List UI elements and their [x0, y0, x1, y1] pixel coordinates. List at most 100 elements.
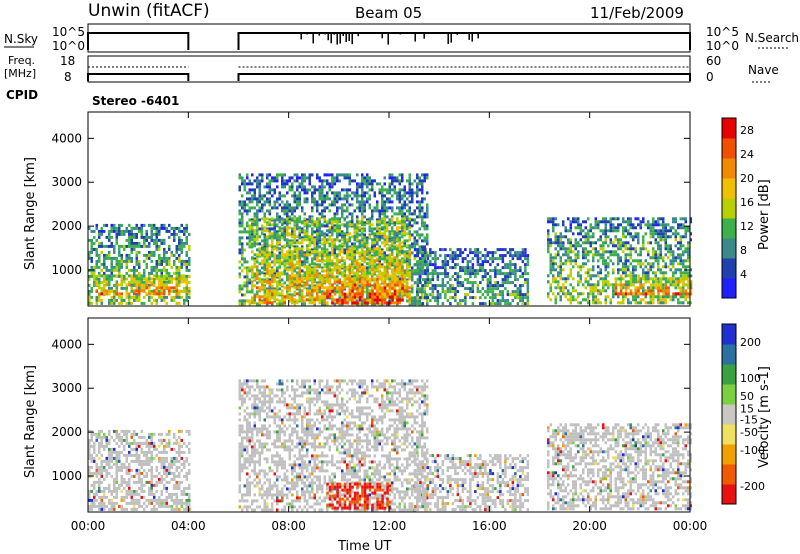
data-cell: [95, 301, 98, 305]
data-cell: [153, 280, 156, 284]
data-cell: [346, 215, 349, 219]
data-cell: [386, 238, 389, 242]
data-cell: [125, 253, 128, 257]
data-cell: [93, 247, 96, 251]
data-cell: [183, 280, 186, 284]
data-cell: [258, 277, 261, 281]
data-cell: [449, 266, 452, 270]
data-cell: [296, 185, 299, 189]
data-cell: [286, 220, 289, 224]
data-cell: [321, 203, 324, 207]
data-cell: [479, 302, 482, 306]
data-cell: [408, 176, 411, 180]
data-cell: [143, 301, 146, 305]
data-cell: [318, 245, 321, 249]
data-cell: [607, 295, 610, 299]
data-cell: [459, 281, 462, 285]
data-cell: [261, 295, 264, 299]
data-cell: [559, 262, 562, 266]
data-cell: [266, 280, 269, 284]
data-cell: [351, 292, 354, 296]
data-cell: [547, 220, 550, 224]
data-cell: [266, 235, 269, 239]
data-cell: [273, 289, 276, 293]
data-cell: [338, 280, 342, 284]
data-cell: [338, 289, 342, 293]
data-cell: [521, 275, 525, 279]
data-cell: [163, 286, 166, 290]
data-cell: [276, 244, 279, 248]
data-cell: [481, 287, 485, 291]
data-cell: [150, 253, 153, 257]
data-cell: [241, 236, 244, 240]
data-cell: [521, 254, 525, 258]
data-cell: [308, 217, 311, 221]
data-cell: [607, 274, 610, 278]
data-cell: [331, 200, 334, 204]
data-cell: [624, 235, 627, 239]
power-data-cells: [88, 173, 693, 306]
data-cell: [639, 280, 642, 284]
data-cell: [313, 223, 316, 227]
data-cell: [353, 283, 357, 287]
data-cell: [569, 229, 572, 233]
data-cell: [597, 292, 600, 296]
data-cell: [552, 259, 555, 263]
data-cell: [286, 275, 289, 279]
data-cell: [90, 256, 93, 260]
data-cell: [338, 220, 341, 224]
data-cell: [183, 259, 186, 263]
data-cell: [316, 265, 319, 269]
data-cell: [323, 194, 326, 198]
data-cell: [338, 298, 342, 302]
data-cell: [386, 191, 389, 195]
data-cell: [398, 301, 401, 305]
data-cell: [411, 269, 414, 273]
data-cell: [313, 286, 316, 290]
data-cell: [303, 281, 306, 285]
data-cell: [261, 299, 264, 303]
data-cell: [388, 248, 391, 252]
data-cell: [251, 238, 254, 242]
data-cell: [594, 283, 597, 287]
data-cell: [135, 232, 138, 236]
data-cell: [326, 238, 329, 242]
data-cell: [278, 229, 281, 233]
data-cell: [103, 253, 106, 257]
data-cell: [90, 229, 93, 233]
data-cell: [311, 194, 314, 198]
data-cell: [587, 292, 590, 296]
data-cell: [356, 292, 359, 296]
data-cell: [130, 280, 133, 284]
data-cell: [316, 250, 319, 254]
data-cell: [271, 194, 274, 198]
data-cell: [411, 200, 414, 204]
data-cell: [424, 269, 427, 273]
data-cell: [128, 292, 131, 296]
data-cell: [135, 274, 138, 278]
data-cell: [476, 248, 480, 252]
data-cell: [639, 298, 642, 302]
data-cell: [559, 244, 562, 248]
data-cell: [429, 281, 432, 285]
data-cell: [604, 241, 607, 245]
data-cell: [418, 227, 421, 231]
data-cell: [343, 244, 346, 248]
data-cell: [268, 287, 271, 291]
data-cell: [241, 293, 244, 297]
data-cell: [358, 268, 362, 272]
data-cell: [604, 217, 607, 221]
data-cell: [464, 299, 467, 303]
data-cell: [145, 253, 148, 257]
data-cell: [358, 206, 361, 210]
data-cell: [333, 203, 336, 207]
data-cell: [627, 298, 630, 302]
data-cell: [173, 277, 176, 281]
data-cell: [514, 263, 517, 267]
data-cell: [281, 220, 284, 224]
data-cell: [464, 302, 467, 306]
data-cell: [348, 212, 351, 216]
data-cell: [338, 268, 342, 272]
data-cell: [496, 287, 500, 291]
data-cell: [421, 191, 424, 195]
